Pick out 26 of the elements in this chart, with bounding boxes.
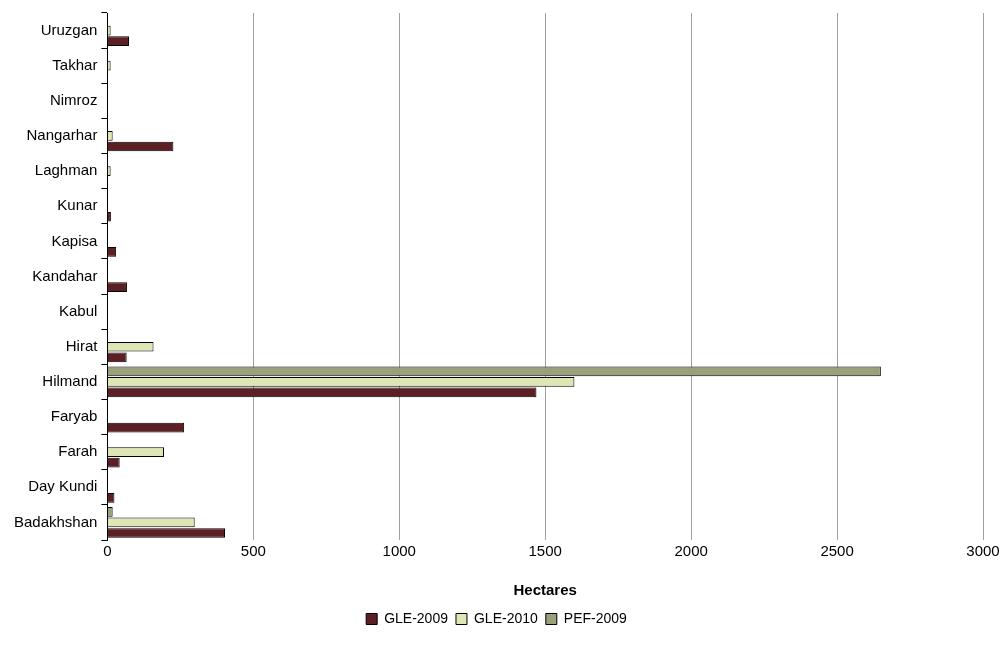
x-tick-label: 0 xyxy=(103,542,112,560)
y-tick-label: Faryab xyxy=(50,407,98,425)
y-tick-label: Nimroz xyxy=(49,90,98,108)
y-tick-label: Hilmand xyxy=(42,372,98,390)
legend-label: PEF-2009 xyxy=(563,609,628,626)
x-tick-label: 1000 xyxy=(382,542,416,560)
y-tick-label: Kunar xyxy=(57,196,98,214)
y-tick-label: Nangarhar xyxy=(26,126,98,144)
y-tick-label: Day Kundi xyxy=(28,477,98,495)
y-tick-label: Kabul xyxy=(59,301,98,319)
y-tick-label: Hirat xyxy=(65,336,99,354)
y-tick-label: Takhar xyxy=(52,55,98,73)
y-tick-label: Badakhshan xyxy=(13,512,98,530)
x-tick-label: 2000 xyxy=(674,542,708,560)
legend-label: GLE-2009 xyxy=(384,609,449,626)
y-tick-label: Farah xyxy=(58,442,98,460)
x-tick-label: 2500 xyxy=(820,542,854,560)
y-tick-label: Uruzgan xyxy=(40,20,98,38)
y-tick-label: Kapisa xyxy=(51,231,99,249)
x-tick-label: 1500 xyxy=(528,542,562,560)
y-tick-label: Kandahar xyxy=(32,266,98,284)
x-axis-title: Hectares xyxy=(513,581,577,599)
x-tick-label: 500 xyxy=(240,542,266,560)
legend-label: GLE-2010 xyxy=(473,609,539,626)
y-tick-label: Laghman xyxy=(34,161,98,179)
x-tick-label: 3000 xyxy=(966,542,1000,560)
